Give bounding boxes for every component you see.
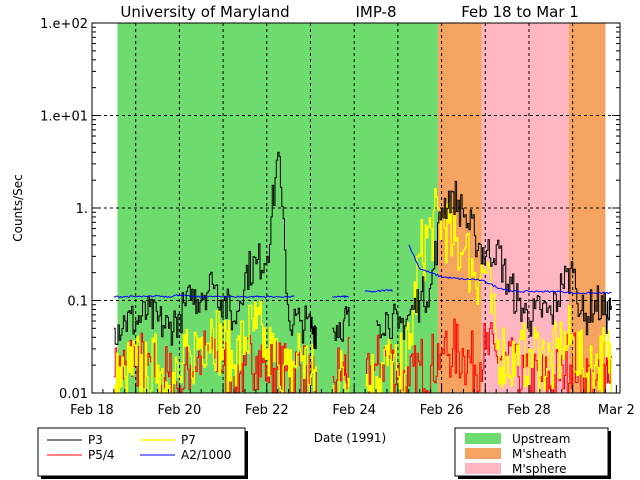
x-tick-label: Feb 20 [158, 403, 202, 418]
legend-swatch-msheath [465, 448, 501, 459]
x-tick-label: Feb 18 [70, 403, 114, 418]
series-line-p3 [332, 306, 350, 342]
y-tick-label: 0.01 [59, 387, 88, 402]
series-line-p3 [376, 180, 612, 340]
series-line-p5-4 [113, 330, 317, 394]
legend-swatch-msphere [465, 463, 501, 474]
y-tick-label: 1.e+02 [40, 17, 88, 32]
legend-label-a2: A2/1000 [181, 448, 231, 462]
legend-label-msheath: M'sheath [512, 447, 567, 461]
legend-label-p3: P3 [88, 433, 103, 447]
x-tick-label: Feb 24 [332, 403, 376, 418]
series-line-a2-1000 [408, 244, 612, 295]
legend-label-msphere: M'sphere [512, 462, 567, 476]
legend-label-p5-4: P5/4 [88, 448, 115, 462]
series-line-a2-1000 [113, 294, 295, 299]
x-tick-label: Feb 28 [507, 403, 551, 418]
x-axis-label: Date (1991) [314, 431, 386, 445]
x-tick-label: Feb 26 [420, 403, 464, 418]
series-line-a2-1000 [332, 294, 350, 299]
title-institution: University of Maryland [120, 3, 289, 21]
legend-label-p7: P7 [181, 433, 196, 447]
grid-lines [92, 23, 620, 393]
title-date-range: Feb 18 to Mar 1 [461, 3, 579, 21]
series-line-p7 [365, 187, 612, 394]
legend-swatch-upstream [465, 433, 501, 444]
series-line-p5-4 [332, 336, 350, 393]
y-axis-label: Counts/Sec [11, 174, 25, 242]
series-line-a2-1000 [364, 289, 393, 293]
y-tick-label: 1.e+01 [40, 110, 88, 125]
title-spacecraft: IMP-8 [355, 3, 396, 21]
chart-title: University of Maryland IMP-8 Feb 18 to M… [120, 3, 578, 21]
y-tick-label: 0.1 [67, 295, 88, 310]
legend-label-upstream: Upstream [512, 432, 570, 446]
region-legend: Upstream M'sheath M'sphere [454, 427, 611, 479]
series-legend: P3 P7 P5/4 A2/1000 [37, 427, 248, 479]
x-tick-label: Feb 22 [245, 403, 289, 418]
y-tick-label: 1. [76, 202, 88, 217]
x-tick-label: Mar 2 [598, 403, 635, 418]
